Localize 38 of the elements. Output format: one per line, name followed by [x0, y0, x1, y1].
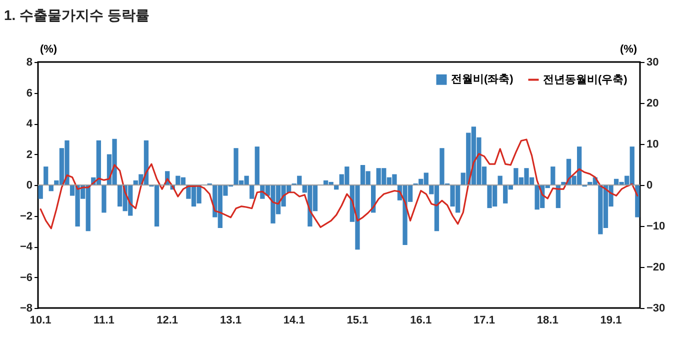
y-tick-label: 4 [26, 118, 34, 130]
y2-tick-label: −10 [646, 220, 666, 232]
x-tick-label: 12.1 [156, 314, 178, 326]
x-tick-label: 18.1 [536, 314, 558, 326]
bar [254, 146, 260, 185]
bar [44, 166, 48, 185]
y2-tick-label: 10 [646, 138, 659, 150]
x-tick-label: 13.1 [220, 314, 242, 326]
y-tick-label: −6 [20, 272, 32, 284]
y2-tick-label: −20 [646, 262, 666, 274]
x-tick-label: 11.1 [94, 314, 114, 326]
y-tick-label: 0 [26, 180, 32, 192]
y-axis-title: (%) [40, 44, 58, 56]
x-tick-label: 14.1 [283, 314, 305, 326]
y-tick-label: −8 [20, 302, 32, 314]
bar [102, 185, 106, 213]
x-tick-label: 15.1 [346, 314, 368, 326]
legend-label: 전년동월비(우축) [543, 74, 628, 86]
x-tick-label: 19.1 [600, 314, 622, 326]
y-tick-label: 8 [26, 56, 32, 68]
chart-title: 1. 수출물가지수 등락률 [4, 7, 150, 23]
y2-tick-label: 30 [646, 56, 659, 68]
legend-label: 전월비(좌축) [451, 74, 514, 86]
y-tick-label: 6 [26, 87, 32, 100]
y-tick-label: −4 [20, 241, 34, 253]
line-series [40, 138, 638, 230]
y2-tick-label: −30 [646, 302, 666, 314]
x-tick-label: 10.1 [30, 314, 52, 326]
y-tick-label: −2 [20, 210, 32, 222]
bar [250, 185, 254, 199]
bar [550, 166, 556, 185]
y2-axis-title: (%) [620, 44, 638, 56]
y2-tick-label: 20 [646, 98, 659, 110]
x-tick-label: 16.1 [410, 314, 432, 326]
y-tick-label: 2 [26, 148, 32, 161]
bar [38, 185, 43, 199]
y2-tick-label: 0 [646, 180, 653, 192]
x-tick-label: 17.1 [474, 314, 495, 326]
